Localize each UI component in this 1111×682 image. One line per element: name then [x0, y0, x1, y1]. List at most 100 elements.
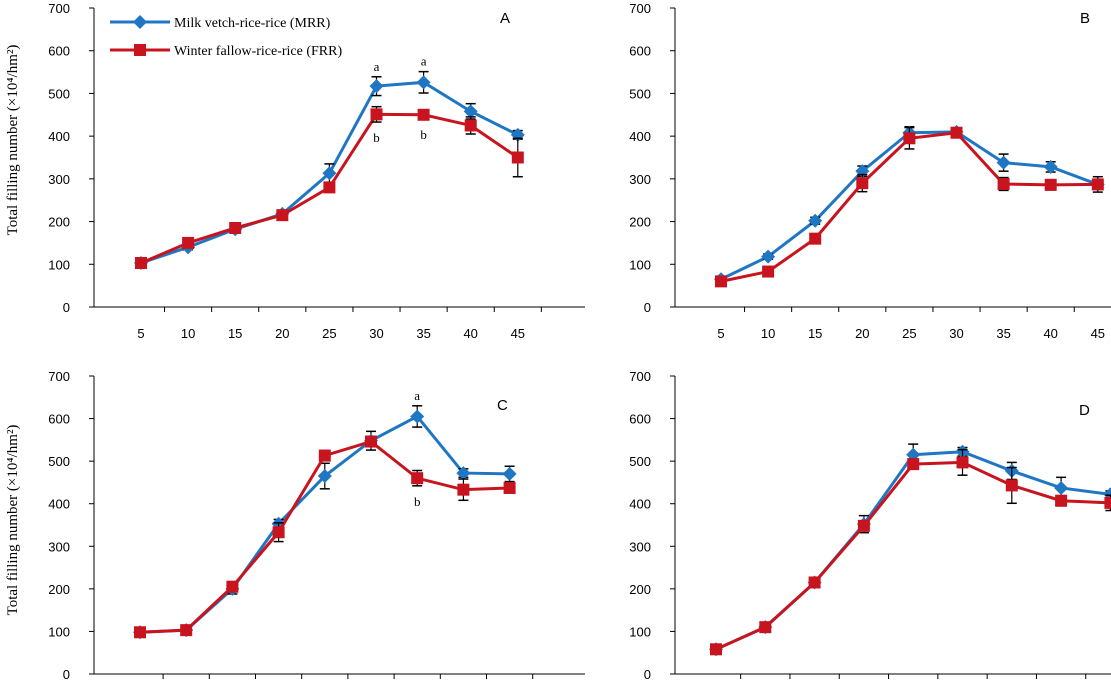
panel-b-xtick-label: 25 — [902, 326, 916, 341]
panel-b-mrr-point — [808, 213, 823, 228]
panel-d-ytick-label: 300 — [629, 539, 651, 554]
panel-b-series-mrr-line — [720, 130, 1099, 281]
panel-b-ytick-label: 500 — [629, 86, 651, 101]
panel-b-frr-point — [997, 177, 1010, 190]
panel-c-series-mrr-line — [139, 414, 510, 634]
panel-a-ytick-label: 500 — [48, 86, 70, 101]
panel-a-significance-letter: b — [373, 130, 380, 145]
panel-c-mrr-point — [502, 466, 517, 481]
panel-a-xtick-label: 15 — [228, 326, 242, 341]
panel-c-significance-letter: b — [414, 494, 421, 509]
panel-b-xtick-label: 15 — [808, 326, 822, 341]
legend-frr-label: Winter fallow-rice-rice (FRR) — [174, 44, 342, 59]
panel-a-xtick-label: 10 — [181, 326, 195, 341]
panel-a-frr-point — [323, 181, 336, 194]
panel-d-ytick-label: 0 — [644, 667, 651, 682]
panel-b-xtick-label: 45 — [1091, 326, 1105, 341]
panel-c-ytick-label: 300 — [48, 539, 70, 554]
panel-a-ytick-label: 600 — [48, 44, 70, 59]
panel-c-frr-point — [134, 626, 146, 639]
panel-a-ytick-label: 0 — [63, 300, 70, 315]
panel-a-ytick-label: 200 — [48, 215, 70, 230]
legend: Milk vetch-rice-rice (MRR) Winter fallow… — [110, 15, 342, 59]
legend-mrr-diamond-marker-icon — [133, 15, 147, 29]
panel-b-series-frr — [715, 126, 1104, 288]
panel-a-frr-point — [229, 221, 242, 234]
panel-c-letter: C — [497, 397, 508, 414]
panel-d-frr-point — [710, 643, 722, 656]
panel-a-xtick-label: 45 — [511, 326, 525, 341]
panel-d-mrr-point — [1054, 480, 1069, 495]
panel-b-xtick-label: 30 — [949, 326, 963, 341]
panel-a-mrr-point — [322, 166, 337, 181]
panel-d-ytick-label: 200 — [629, 582, 651, 597]
panel-a-frr-point — [182, 236, 195, 249]
panel-c-series-frr — [134, 435, 516, 639]
panel-b-mrr-point — [1043, 159, 1058, 174]
panel-b-ytick-label: 400 — [629, 129, 651, 144]
panel-b-ytick-label: 300 — [629, 172, 651, 187]
panel-c-ytick-label: 400 — [48, 497, 70, 512]
panel-c-frr-point — [272, 526, 285, 539]
panel-d-frr-point — [857, 519, 870, 532]
panel-c-mrr-point — [456, 466, 471, 481]
y-axis-title-top: Total filling number (×10⁴/hm²) — [5, 45, 21, 236]
panel-d-ytick-label: 500 — [629, 454, 651, 469]
panel-b-xtick-label: 20 — [855, 326, 869, 341]
panel-b-series-frr-line — [720, 131, 1098, 283]
y-axis-title-bottom-text: Total filling number (×10⁴/hm²) — [5, 425, 21, 616]
panel-d-frr-point — [1055, 494, 1068, 507]
panel-c-frr-point — [503, 481, 516, 494]
panel-c-frr-point — [180, 624, 193, 637]
panel-a-xtick-label: 40 — [463, 326, 477, 341]
panel-a-frr-point — [511, 151, 524, 164]
panel-a-frr-point — [276, 209, 289, 222]
panel-c-frr-point — [365, 435, 377, 448]
panel-c-mrr-point — [410, 409, 425, 424]
panel-b-mrr-point — [996, 155, 1011, 170]
panel-c-ytick-label: 600 — [48, 412, 70, 427]
panel-d-frr-point — [808, 576, 821, 589]
panel-c-ytick-label: 200 — [48, 582, 70, 597]
panel-d-letter: D — [1079, 402, 1090, 419]
panel-b-ytick-label: 0 — [644, 300, 651, 315]
panel-d-frr-point — [907, 458, 920, 471]
panel-b-mrr-point — [761, 249, 776, 264]
panel-d-ytick-label: 700 — [629, 369, 651, 384]
panel-d-ytick-label: 600 — [629, 412, 651, 427]
panel-a-xtick-label: 5 — [137, 326, 144, 341]
panel-c-significance-letter: a — [414, 388, 420, 403]
panel-a-ytick-label: 100 — [48, 257, 70, 272]
panel-c-ytick-label: 500 — [48, 454, 70, 469]
panel-d-frr-point — [956, 456, 969, 469]
panel-b-frr-point — [1091, 178, 1104, 191]
panel-a-frr-point — [135, 257, 147, 270]
panel-b-ytick-label: 200 — [629, 215, 651, 230]
panel-a-ytick-label: 700 — [48, 1, 70, 16]
panel-b-frr-point — [762, 265, 775, 278]
panel-b-frr-point — [950, 126, 963, 139]
panel-d-ytick-label: 400 — [629, 497, 651, 512]
panel-a-frr-point — [464, 119, 477, 132]
panel-a-frr-point — [370, 108, 383, 121]
panel-a: 0 100 200 300 400 500 600 700 5 10 15 20 25 30 35 40 45 a… — [48, 1, 585, 341]
panel-d-frr-point — [1005, 479, 1018, 492]
panel-b-frr-point — [903, 132, 916, 145]
panel-b-xtick-label: 35 — [996, 326, 1010, 341]
panel-c-ytick-label: 100 — [48, 624, 70, 639]
panel-c-frr-point — [457, 483, 470, 496]
panel-b-frr-point — [715, 275, 727, 288]
panel-c-ytick-label: 0 — [63, 667, 70, 682]
panel-a-xtick-label: 35 — [416, 326, 430, 341]
panel-d: 0 100 200 300 400 500 600 700 D — [629, 369, 1111, 682]
panel-a-frr-point — [417, 108, 430, 121]
panel-b-xtick-label: 5 — [717, 326, 724, 341]
panel-a-xtick-label: 30 — [369, 326, 383, 341]
panel-b-xtick-label: 40 — [1043, 326, 1057, 341]
panel-c: 0 100 200 300 400 500 600 700 a b C — [48, 369, 585, 682]
panel-c-ytick-label: 700 — [48, 369, 70, 384]
panel-a-mrr-point — [369, 79, 384, 94]
panel-d-series-frr-line — [715, 460, 1111, 651]
